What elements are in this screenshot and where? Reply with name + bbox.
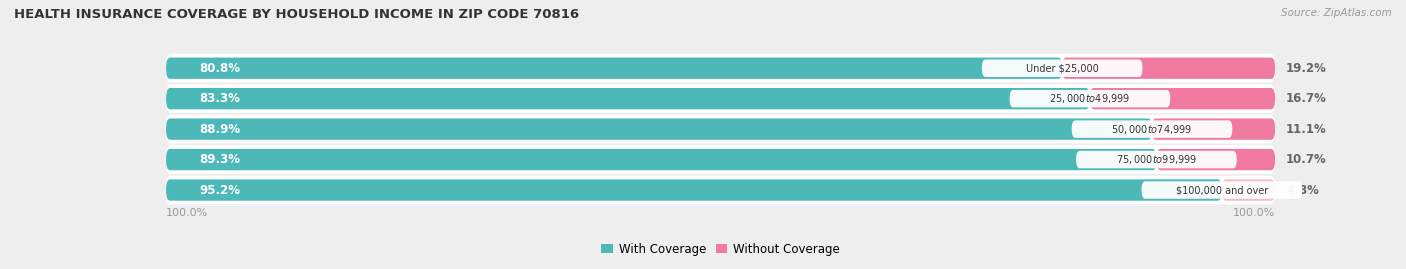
FancyBboxPatch shape (166, 118, 1152, 140)
FancyBboxPatch shape (166, 176, 1275, 204)
Text: 83.3%: 83.3% (200, 92, 240, 105)
FancyBboxPatch shape (166, 115, 1275, 143)
Text: 11.1%: 11.1% (1286, 123, 1327, 136)
FancyBboxPatch shape (166, 84, 1275, 113)
Text: 88.9%: 88.9% (200, 123, 240, 136)
FancyBboxPatch shape (1062, 58, 1275, 79)
Text: Source: ZipAtlas.com: Source: ZipAtlas.com (1281, 8, 1392, 18)
FancyBboxPatch shape (1090, 88, 1275, 109)
Text: 100.0%: 100.0% (166, 208, 208, 218)
FancyBboxPatch shape (166, 149, 1156, 170)
Legend: With Coverage, Without Coverage: With Coverage, Without Coverage (602, 243, 839, 256)
FancyBboxPatch shape (1076, 151, 1237, 168)
FancyBboxPatch shape (166, 54, 1275, 83)
Text: $50,000 to $74,999: $50,000 to $74,999 (1111, 123, 1192, 136)
FancyBboxPatch shape (981, 59, 1143, 77)
Text: 10.7%: 10.7% (1286, 153, 1327, 166)
Text: $100,000 and over: $100,000 and over (1175, 185, 1268, 195)
FancyBboxPatch shape (166, 58, 1062, 79)
Text: $25,000 to $49,999: $25,000 to $49,999 (1049, 92, 1130, 105)
Text: 100.0%: 100.0% (1233, 208, 1275, 218)
FancyBboxPatch shape (1152, 118, 1275, 140)
Text: 89.3%: 89.3% (200, 153, 240, 166)
Text: 16.7%: 16.7% (1286, 92, 1327, 105)
FancyBboxPatch shape (1222, 179, 1275, 201)
Text: Under $25,000: Under $25,000 (1026, 63, 1098, 73)
Text: 19.2%: 19.2% (1286, 62, 1327, 75)
Text: 95.2%: 95.2% (200, 183, 240, 197)
Text: 4.8%: 4.8% (1286, 183, 1319, 197)
Text: 80.8%: 80.8% (200, 62, 240, 75)
FancyBboxPatch shape (1010, 90, 1170, 107)
FancyBboxPatch shape (166, 179, 1222, 201)
FancyBboxPatch shape (1156, 149, 1275, 170)
FancyBboxPatch shape (166, 145, 1275, 174)
FancyBboxPatch shape (1071, 121, 1233, 138)
Text: $75,000 to $99,999: $75,000 to $99,999 (1116, 153, 1197, 166)
FancyBboxPatch shape (166, 88, 1090, 109)
Text: HEALTH INSURANCE COVERAGE BY HOUSEHOLD INCOME IN ZIP CODE 70816: HEALTH INSURANCE COVERAGE BY HOUSEHOLD I… (14, 8, 579, 21)
FancyBboxPatch shape (1142, 181, 1302, 199)
